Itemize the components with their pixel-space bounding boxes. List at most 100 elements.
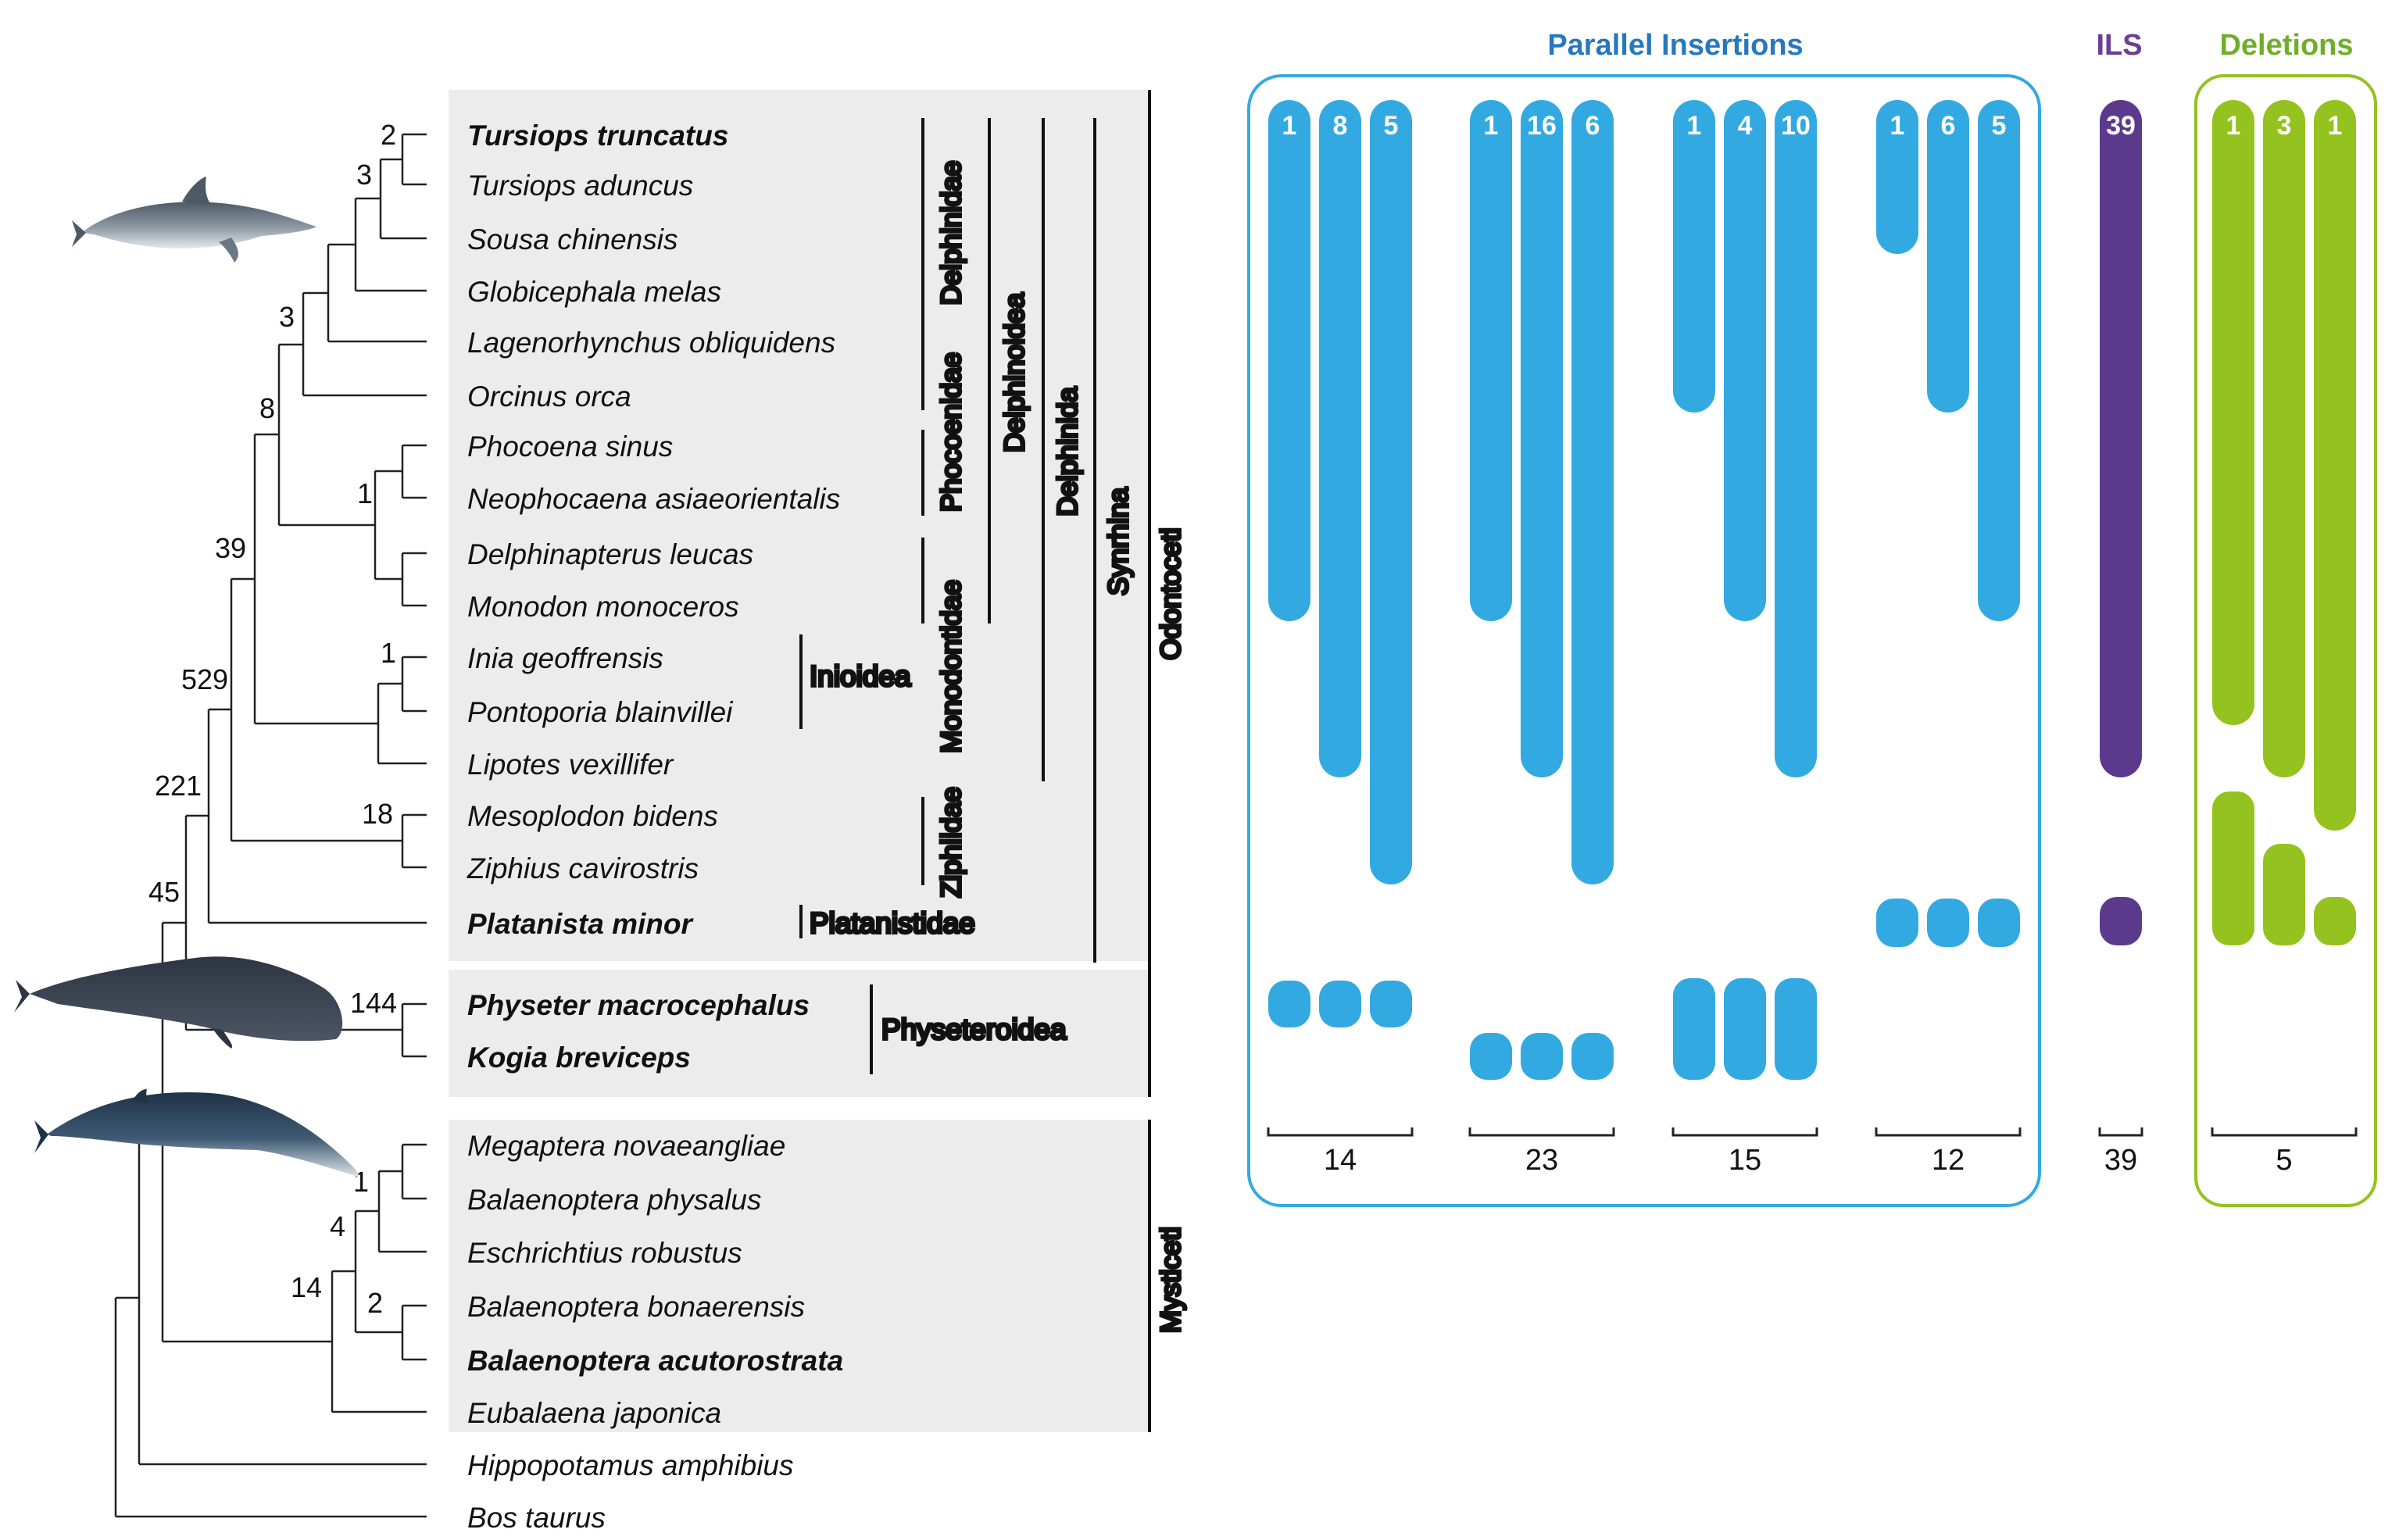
insertion-bar-count: 1 — [1687, 111, 1702, 141]
minke-whale-illustration — [34, 1089, 359, 1177]
parallel-insertions-frame — [1247, 74, 2041, 1207]
insertion-bar-count: 5 — [1384, 111, 1399, 141]
deletions-frame — [2194, 74, 2377, 1207]
deletion-block — [2212, 791, 2254, 945]
phylogenetic-tree — [114, 133, 427, 1518]
ziphiidae-label: Ziphiidae — [936, 787, 967, 898]
insertion-block — [1571, 1033, 1614, 1080]
node-support-label: 18 — [362, 798, 393, 830]
species-label: Phocoena sinus — [467, 431, 673, 463]
deletion-bar — [2314, 100, 2356, 831]
insertion-bar-count: 1 — [1890, 111, 1905, 141]
monodontidae-label: Monodontidae — [936, 580, 967, 753]
insertion-bar — [1470, 100, 1512, 621]
clade-annotation: Delphinidae Phocoenidae Monodontidae Ziphii… — [799, 90, 1188, 1432]
delphinidae-label: Delphinidae — [936, 161, 967, 305]
species-label: Pontoporia blainvillei — [467, 696, 734, 728]
insertion-block — [1724, 978, 1766, 1080]
mysticeti-panel — [449, 1120, 1150, 1432]
insertion-bar — [1571, 100, 1614, 884]
species-label: Kogia breviceps — [467, 1042, 691, 1074]
node-support-label: 8 — [259, 392, 275, 424]
species-labels: Tursiops truncatus Tursiops aduncus Sousa … — [467, 120, 843, 1534]
species-label: Lagenorhynchus obliquidens — [467, 327, 835, 359]
deletion-bracket — [2211, 1127, 2358, 1137]
deletions-title: Deletions — [2219, 29, 2353, 62]
insertion-bar-count: 1 — [1484, 111, 1499, 141]
deletion-bar-count: 3 — [2277, 111, 2292, 141]
insertion-group-bracket — [1468, 1127, 1615, 1137]
node-support-label: 1 — [381, 637, 396, 669]
species-label: Balaenoptera physalus — [467, 1184, 761, 1216]
phocoenidae-label: Phocoenidae — [936, 352, 967, 512]
insertion-bar — [1521, 100, 1563, 777]
species-label: Balaenoptera bonaerensis — [467, 1291, 805, 1323]
node-support-label: 45 — [148, 876, 180, 908]
insertion-bar-count: 6 — [1586, 111, 1600, 141]
deletion-block — [2314, 897, 2356, 945]
species-label: Platanista minor — [467, 908, 694, 940]
deletion-bar-count: 1 — [2226, 111, 2241, 141]
ils-bar-count: 39 — [2106, 111, 2136, 141]
insertion-bar-count: 5 — [1992, 111, 2007, 141]
species-label: Physeter macrocephalus — [467, 989, 810, 1021]
deletion-bar — [2212, 100, 2254, 725]
deletion-bar — [2263, 100, 2305, 777]
insertion-block — [1927, 899, 1969, 947]
insertion-bar-count: 1 — [1282, 111, 1297, 141]
mysticeti-label: Mysticeti — [1156, 1227, 1186, 1333]
node-support-label: 4 — [330, 1210, 345, 1242]
species-label: Neophocaena asiaeorientalis — [467, 483, 840, 515]
node-support-label: 3 — [356, 159, 372, 191]
species-label: Monodon monoceros — [467, 591, 739, 623]
species-label: Bos taurus — [467, 1502, 606, 1534]
node-support-label: 529 — [181, 663, 228, 695]
clade-panels — [449, 90, 1150, 1432]
node-support-label: 144 — [350, 987, 397, 1019]
insertion-group-bracket — [1875, 1127, 2022, 1137]
inioidea-label: Inioidea — [810, 660, 911, 692]
species-label: Balaenoptera acutorostrata — [467, 1345, 843, 1377]
insertion-bar — [1268, 100, 1310, 621]
insertion-bar-count: 4 — [1738, 111, 1753, 141]
insertion-block — [1521, 1033, 1563, 1080]
deletion-bar-count: 1 — [2328, 111, 2343, 141]
deletion-total: 5 — [2276, 1144, 2292, 1177]
species-label: Hippopotamus amphibius — [467, 1449, 794, 1481]
insertion-bar — [1876, 100, 1918, 254]
insertion-group-total: 23 — [1525, 1144, 1558, 1177]
insertion-block — [1978, 899, 2020, 947]
insertion-bar-count: 16 — [1527, 111, 1557, 141]
physeteroidea-panel — [449, 970, 1150, 1097]
insertion-block — [1876, 899, 1918, 947]
species-label: Orcinus orca — [467, 381, 631, 413]
node-support-label: 14 — [291, 1271, 322, 1303]
node-support-label: 1 — [357, 477, 373, 509]
species-label: Lipotes vexillifer — [467, 749, 674, 781]
species-label: Ziphius cavirostris — [467, 852, 699, 884]
physeteroidea-label: Physeteroidea — [881, 1013, 1067, 1045]
insertion-bar — [1370, 100, 1412, 884]
species-label: Mesoplodon bidens — [467, 800, 718, 832]
insertion-group-bracket — [1267, 1127, 1414, 1137]
insertion-group-total: 12 — [1932, 1144, 1965, 1177]
ils-title: ILS — [2096, 29, 2142, 62]
species-label: Tursiops aduncus — [467, 170, 693, 202]
insertion-bar — [1319, 100, 1361, 777]
insertion-block — [1370, 981, 1412, 1027]
species-label: Eschrichtius robustus — [467, 1237, 742, 1269]
node-support-label: 2 — [367, 1287, 383, 1319]
species-label: Eubalaena japonica — [467, 1397, 721, 1429]
insertion-bar — [1724, 100, 1766, 621]
species-label: Megaptera novaeangliae — [467, 1130, 785, 1162]
species-label: Sousa chinensis — [467, 223, 678, 255]
insertion-bar — [1673, 100, 1715, 413]
species-label: Tursiops truncatus — [467, 120, 728, 152]
species-label: Inia geoffrensis — [467, 642, 663, 674]
platanistidae-label: Platanistidae — [810, 907, 975, 939]
insertion-bar — [1927, 100, 1969, 413]
insertion-group-bracket — [1671, 1127, 1818, 1137]
synrhina-label: Synrhina — [1103, 487, 1134, 595]
